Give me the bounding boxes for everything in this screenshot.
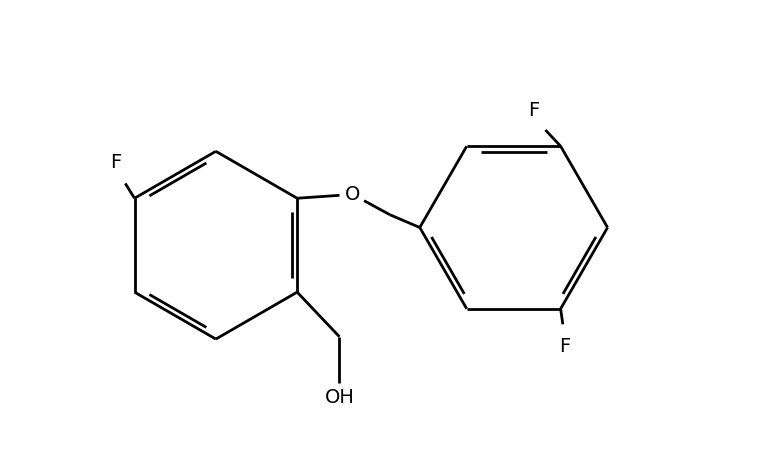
Text: O: O [345,185,360,204]
Text: F: F [110,153,121,172]
Text: F: F [528,101,539,120]
Text: F: F [559,337,570,356]
Text: OH: OH [324,388,355,407]
